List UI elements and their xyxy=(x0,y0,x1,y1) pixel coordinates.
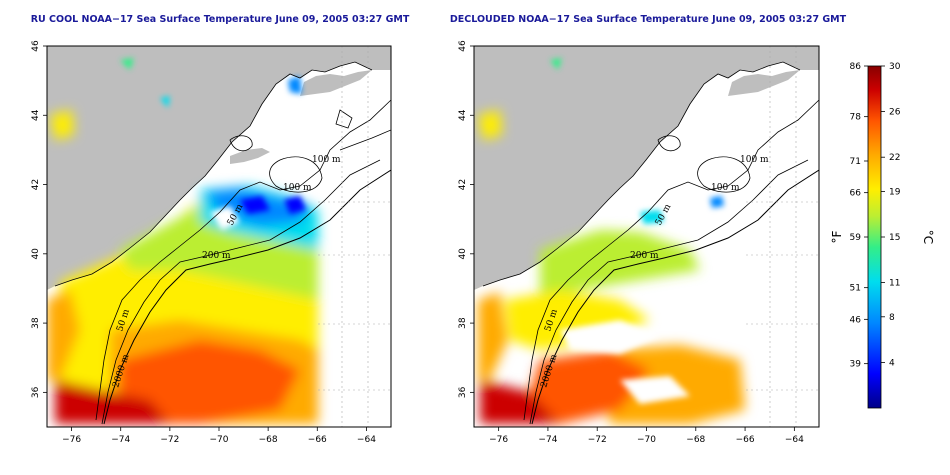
fahrenheit-tick-label: 66 xyxy=(850,189,862,199)
celsius-tick-label: 19 xyxy=(889,187,901,197)
x-tick-label: −74 xyxy=(538,435,557,445)
x-tick-label: −64 xyxy=(357,435,376,445)
celsius-tick-label: 4 xyxy=(889,358,895,368)
fahrenheit-tick-label: 86 xyxy=(850,62,862,72)
contour-label: 100 m xyxy=(740,155,769,165)
y-tick-label: 46 xyxy=(31,40,41,52)
y-tick-label: 36 xyxy=(31,386,41,398)
colorbar-ticks: 30 26 22 19 15 11 8 4 86 78 71 66 59 51 46 39 xyxy=(850,62,901,370)
y-tick-label: 40 xyxy=(458,248,468,260)
panel-left: RU COOL NOAA−17 Sea Surface Temperature … xyxy=(31,14,410,445)
x-tick-label: −74 xyxy=(111,435,130,445)
x-tick-label: −66 xyxy=(308,435,327,445)
x-tick-label: −70 xyxy=(210,435,229,445)
y-tick-label: 42 xyxy=(31,179,41,190)
contour-label: 100 m xyxy=(312,155,341,165)
x-tick-label: −70 xyxy=(637,435,656,445)
y-tick-label: 40 xyxy=(31,248,41,260)
fahrenheit-tick-label: 59 xyxy=(850,233,862,243)
fahrenheit-tick-label: 78 xyxy=(850,113,862,123)
celsius-tick-label: 26 xyxy=(889,108,901,118)
fahrenheit-tick-label: 46 xyxy=(850,315,862,325)
axes-left: −76 −74 −72 −70 −68 −66 −64 36 38 40 42 44 46 xyxy=(31,40,376,445)
x-tick-label: −68 xyxy=(259,435,278,445)
x-tick-label: −72 xyxy=(588,435,607,445)
fahrenheit-tick-label: 51 xyxy=(850,284,861,294)
bathymetry-contours xyxy=(482,61,819,425)
fahrenheit-label: °F xyxy=(830,230,844,243)
fahrenheit-tick-label: 71 xyxy=(850,157,861,167)
y-tick-label: 36 xyxy=(458,386,468,398)
celsius-tick-label: 22 xyxy=(889,153,900,163)
y-tick-label: 44 xyxy=(31,109,41,121)
x-tick-label: −76 xyxy=(489,435,508,445)
celsius-tick-label: 11 xyxy=(889,279,900,289)
x-tick-label: −76 xyxy=(62,435,81,445)
x-tick-label: −66 xyxy=(736,435,755,445)
y-tick-label: 42 xyxy=(458,179,468,190)
map-left: 100 m 100 m 50 m 200 m 50 m 2000 m xyxy=(47,46,391,427)
fahrenheit-tick-label: 39 xyxy=(850,360,862,370)
y-tick-label: 46 xyxy=(458,40,468,52)
celsius-tick-label: 30 xyxy=(889,62,901,72)
celsius-label: °C xyxy=(921,230,935,244)
axes-right: −76 −74 −72 −70 −68 −66 −64 36 38 40 42 44 46 xyxy=(458,40,804,445)
contour-label: 100 m xyxy=(711,183,740,193)
y-tick-label: 38 xyxy=(31,317,41,329)
land-mass xyxy=(474,46,819,290)
x-tick-label: −68 xyxy=(686,435,705,445)
bathymetry-contours xyxy=(54,61,391,425)
x-tick-label: −64 xyxy=(785,435,804,445)
map-right: 100 m 100 m 50 m 200 m 50 m 2000 m xyxy=(474,46,819,427)
graticule xyxy=(746,46,819,427)
contour-label: 200 m xyxy=(202,251,231,261)
contour-label: 100 m xyxy=(283,183,312,193)
panel-right: DECLOUDED NOAA−17 Sea Surface Temperatur… xyxy=(450,14,847,445)
celsius-tick-label: 8 xyxy=(889,313,895,323)
panel-left-title: RU COOL NOAA−17 Sea Surface Temperature … xyxy=(31,14,410,25)
panel-right-title: DECLOUDED NOAA−17 Sea Surface Temperatur… xyxy=(450,14,847,25)
colorbar: 30 26 22 19 15 11 8 4 86 78 71 66 59 51 46 39 °F °C xyxy=(830,62,935,409)
contour-label: 200 m xyxy=(630,251,659,261)
colorbar-gradient xyxy=(868,66,881,408)
x-tick-label: −72 xyxy=(160,435,179,445)
y-tick-label: 44 xyxy=(458,109,468,121)
y-tick-label: 38 xyxy=(458,317,468,329)
land-mass xyxy=(47,46,391,290)
graticule xyxy=(318,46,391,427)
celsius-tick-label: 15 xyxy=(889,233,900,243)
